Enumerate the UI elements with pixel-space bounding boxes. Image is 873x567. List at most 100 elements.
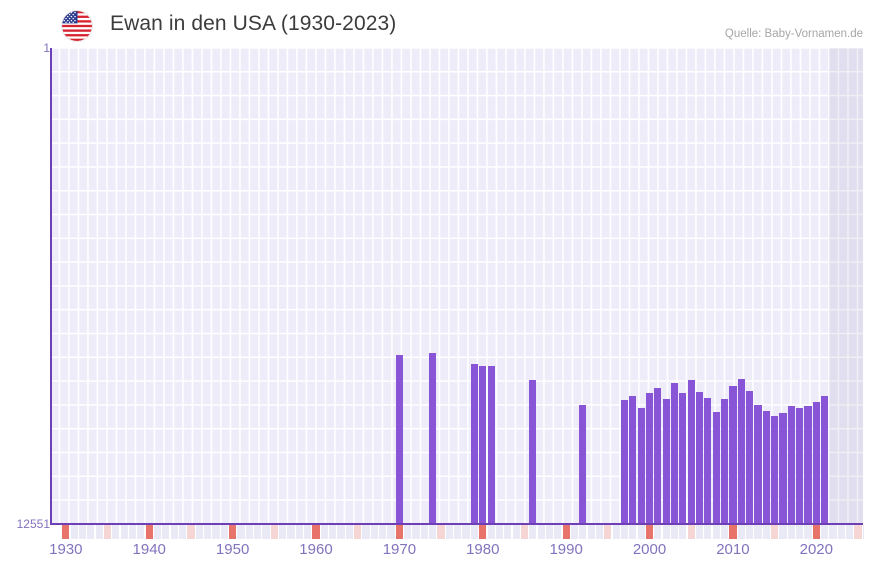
x-tick-minor bbox=[304, 525, 312, 539]
x-tick-minor bbox=[162, 525, 170, 539]
bar[interactable] bbox=[429, 353, 437, 524]
x-tick-minor bbox=[629, 525, 637, 539]
x-tick-minor bbox=[329, 525, 337, 539]
bar[interactable] bbox=[771, 416, 779, 524]
x-tick-major bbox=[229, 525, 237, 539]
x-tick-minor bbox=[103, 525, 112, 539]
bar[interactable] bbox=[629, 396, 637, 524]
x-tick-minor bbox=[787, 525, 795, 539]
bar[interactable] bbox=[712, 411, 720, 524]
x-tick-minor bbox=[270, 525, 278, 539]
x-tick-minor bbox=[95, 525, 103, 539]
x-tick-label: 1930 bbox=[49, 541, 83, 558]
x-axis-tick-labels: 1930 1940 1950 1960 1970 1980 1990 2000 2010 2020 bbox=[0, 541, 873, 567]
bar[interactable] bbox=[687, 380, 695, 524]
x-tick-minor bbox=[87, 525, 95, 539]
x-tick-minor bbox=[295, 525, 303, 539]
x-tick-minor bbox=[137, 525, 145, 539]
x-tick-minor bbox=[720, 525, 729, 539]
bar[interactable] bbox=[662, 398, 670, 524]
x-tick-minor bbox=[245, 525, 253, 539]
x-tick-minor bbox=[762, 525, 770, 539]
x-tick-minor bbox=[279, 525, 287, 539]
x-tick-minor bbox=[654, 525, 662, 539]
x-tick-minor bbox=[804, 525, 812, 539]
bar[interactable] bbox=[745, 390, 754, 524]
x-axis-tick-band bbox=[50, 525, 863, 539]
bar[interactable] bbox=[529, 380, 537, 524]
bar[interactable] bbox=[729, 386, 737, 524]
bar[interactable] bbox=[704, 398, 712, 524]
x-tick-label: 1970 bbox=[382, 541, 417, 558]
x-tick-minor bbox=[445, 525, 453, 539]
x-tick-minor bbox=[337, 525, 345, 539]
x-tick-minor bbox=[695, 525, 704, 539]
x-tick-minor bbox=[637, 525, 645, 539]
x-tick-label: 1980 bbox=[466, 541, 500, 558]
bar[interactable] bbox=[579, 404, 587, 524]
x-tick-minor bbox=[854, 525, 862, 539]
x-tick-minor bbox=[495, 525, 504, 539]
x-tick-minor bbox=[187, 525, 195, 539]
page-title: Ewan in den USA (1930-2023) bbox=[110, 12, 397, 35]
x-tick-minor bbox=[404, 525, 412, 539]
bar[interactable] bbox=[637, 408, 645, 524]
x-tick-minor bbox=[462, 525, 470, 539]
bar[interactable] bbox=[720, 398, 729, 524]
x-tick-minor bbox=[504, 525, 512, 539]
x-tick-label: 2020 bbox=[799, 541, 833, 558]
x-tick-minor bbox=[837, 525, 845, 539]
y-axis-bottom-label: 12551 bbox=[16, 517, 50, 531]
x-tick-minor bbox=[387, 525, 395, 539]
x-tick-minor bbox=[412, 525, 420, 539]
x-tick-minor bbox=[704, 525, 712, 539]
bar[interactable] bbox=[796, 407, 804, 524]
x-tick-minor bbox=[687, 525, 695, 539]
x-tick-label: 1940 bbox=[132, 541, 166, 558]
bar[interactable] bbox=[821, 395, 829, 524]
x-tick-minor bbox=[545, 525, 554, 539]
bar[interactable] bbox=[737, 378, 745, 524]
bar[interactable] bbox=[812, 401, 820, 524]
bar[interactable] bbox=[804, 406, 812, 524]
x-tick-major bbox=[812, 525, 820, 539]
bar[interactable] bbox=[654, 388, 662, 524]
x-tick-label: 1990 bbox=[549, 541, 583, 558]
x-tick-major bbox=[729, 525, 737, 539]
x-tick-minor bbox=[529, 525, 537, 539]
x-tick-minor bbox=[779, 525, 787, 539]
bar[interactable] bbox=[470, 363, 478, 524]
bar[interactable] bbox=[395, 354, 403, 524]
x-tick-label: 1960 bbox=[299, 541, 333, 558]
bar[interactable] bbox=[762, 411, 770, 524]
x-tick-minor bbox=[220, 525, 228, 539]
x-tick-minor bbox=[662, 525, 670, 539]
bar[interactable] bbox=[754, 405, 762, 524]
bar[interactable] bbox=[620, 400, 629, 524]
bar[interactable] bbox=[779, 413, 787, 524]
bar[interactable] bbox=[670, 382, 679, 524]
x-tick-minor bbox=[745, 525, 754, 539]
bar[interactable] bbox=[679, 393, 687, 524]
bar[interactable] bbox=[487, 365, 495, 524]
x-tick-minor bbox=[128, 525, 137, 539]
bar[interactable] bbox=[645, 392, 654, 524]
x-tick-minor bbox=[112, 525, 120, 539]
x-tick-minor bbox=[379, 525, 387, 539]
x-tick-label: 2010 bbox=[716, 541, 750, 558]
x-tick-minor bbox=[821, 525, 829, 539]
x-tick-minor bbox=[237, 525, 245, 539]
x-tick-major bbox=[479, 525, 487, 539]
x-tick-minor bbox=[771, 525, 779, 539]
bar[interactable] bbox=[787, 405, 795, 524]
x-tick-label: 2000 bbox=[632, 541, 667, 558]
bar[interactable] bbox=[479, 366, 487, 524]
x-tick-major bbox=[645, 525, 654, 539]
x-tick-minor bbox=[78, 525, 87, 539]
x-tick-major bbox=[62, 525, 70, 539]
x-tick-minor bbox=[754, 525, 762, 539]
bar[interactable] bbox=[695, 391, 704, 524]
x-tick-minor bbox=[796, 525, 804, 539]
chart-header: Ewan in den USA (1930-2023) Quelle: Baby… bbox=[0, 0, 873, 48]
x-tick-minor bbox=[554, 525, 562, 539]
